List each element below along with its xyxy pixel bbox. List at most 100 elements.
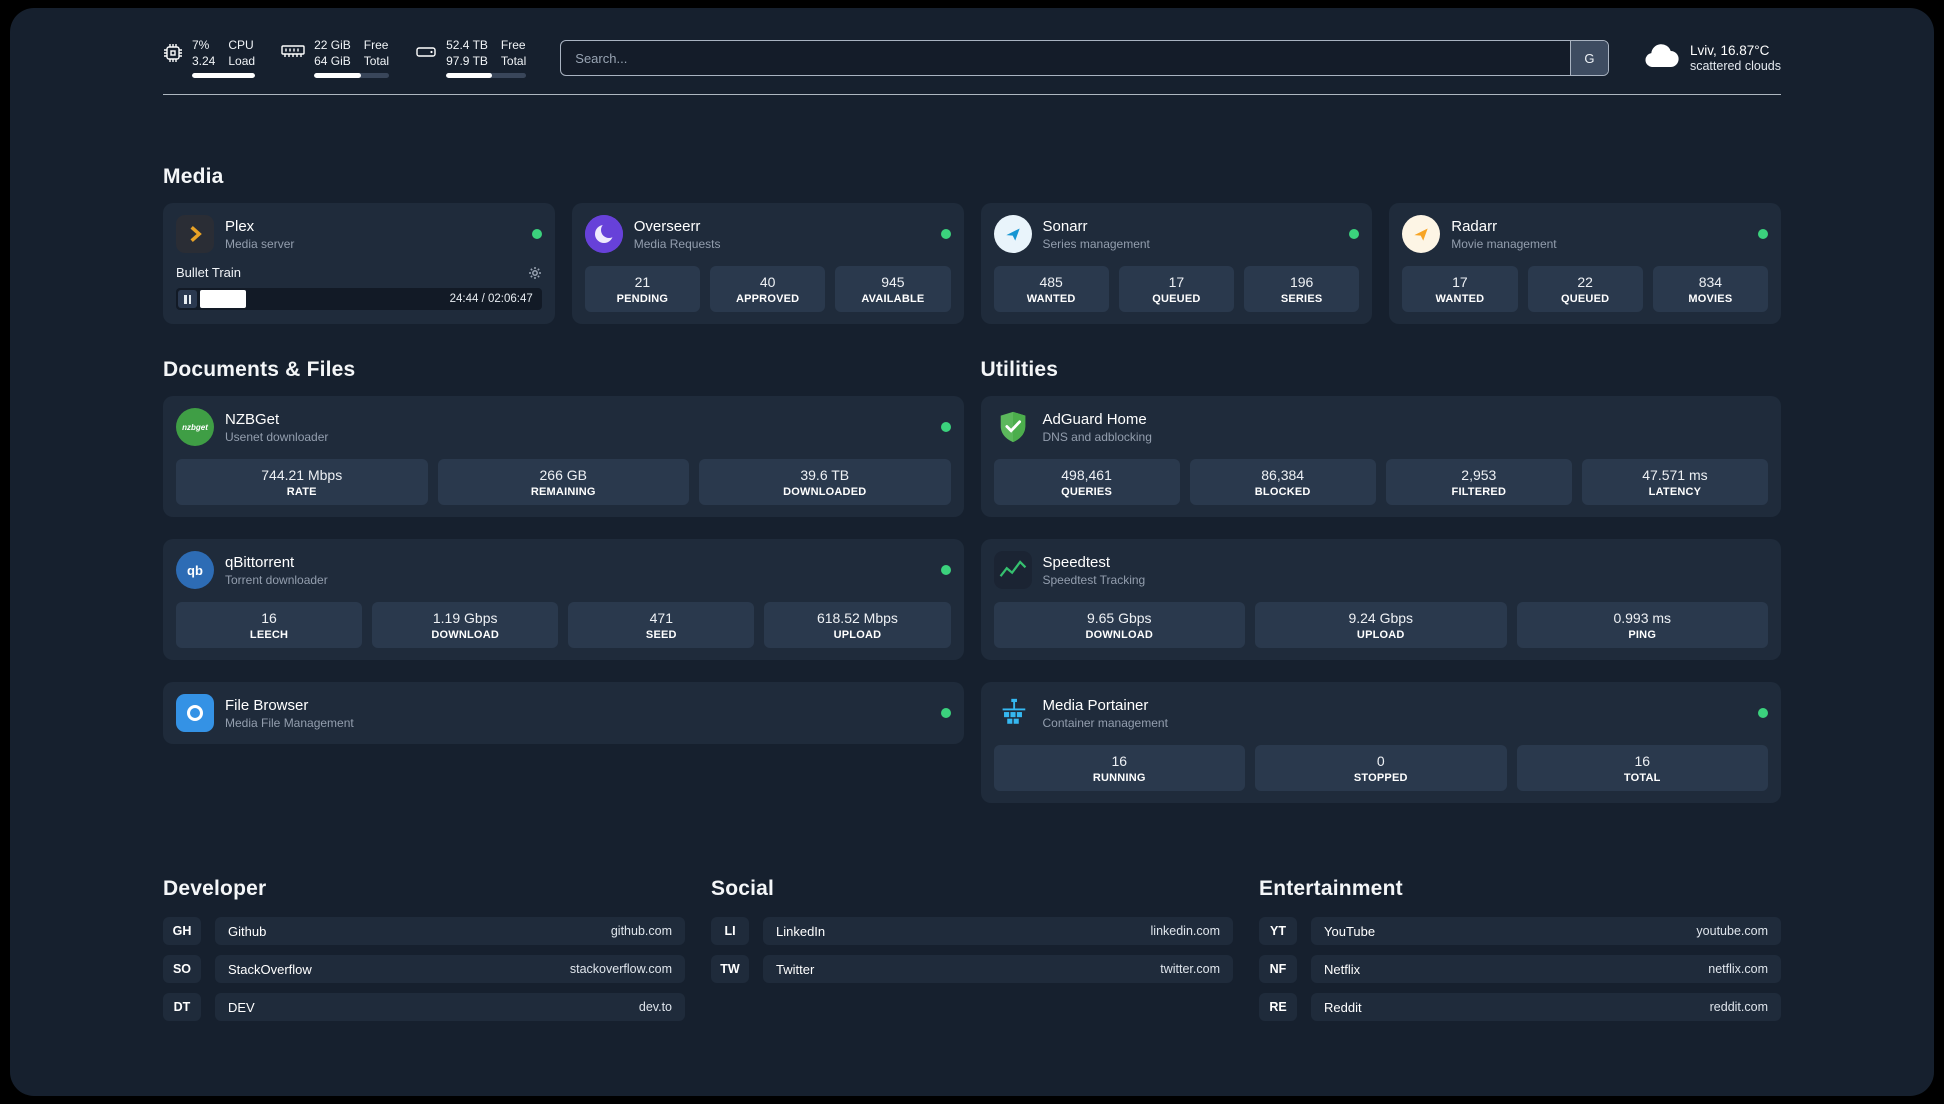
ram-free-label: Free bbox=[363, 38, 389, 52]
seek-bar[interactable] bbox=[200, 290, 443, 309]
search-input[interactable] bbox=[561, 41, 1570, 76]
netflix-icon[interactable]: NF bbox=[1259, 955, 1297, 984]
link-row-netflix: NF Netflix netflix.com bbox=[1259, 955, 1781, 984]
status-online-dot bbox=[940, 708, 951, 719]
link-row-github: GH Github github.com bbox=[163, 917, 685, 946]
disk-total-value: 97.9 TB bbox=[446, 53, 488, 68]
link-youtube[interactable]: YouTube youtube.com bbox=[1311, 917, 1781, 946]
github-icon[interactable]: GH bbox=[163, 917, 201, 946]
stat-tile: 744.21 Mbps RATE bbox=[176, 459, 428, 506]
app-card-portainer[interactable]: Media Portainer Container management 16 R… bbox=[980, 682, 1781, 804]
stat-tile: 40 APPROVED bbox=[710, 266, 826, 313]
stat-tile: 2,953 FILTERED bbox=[1385, 459, 1572, 506]
app-subtitle: DNS and adblocking bbox=[1042, 429, 1152, 444]
dev-icon[interactable]: DT bbox=[163, 993, 201, 1022]
playback-bar: 24:44 / 02:06:47 bbox=[176, 288, 542, 311]
gear-icon[interactable] bbox=[528, 266, 542, 280]
app-card-adguard[interactable]: AdGuard Home DNS and adblocking 498,461 Q… bbox=[980, 396, 1781, 518]
qbittorrent-icon: qb bbox=[176, 551, 214, 590]
weather-widget[interactable]: Lviv, 16.87°C scattered clouds bbox=[1643, 42, 1781, 74]
link-netflix[interactable]: Netflix netflix.com bbox=[1311, 955, 1781, 984]
section-title-documents: Documents & Files bbox=[163, 358, 356, 382]
app-card-filebrowser[interactable]: File Browser Media File Management bbox=[163, 682, 964, 745]
playback-time: 24:44 / 02:06:47 bbox=[449, 293, 533, 306]
link-row-twitter: TW Twitter twitter.com bbox=[711, 955, 1233, 984]
link-dev[interactable]: DEV dev.to bbox=[215, 993, 685, 1022]
stat-tile: 9.65 Gbps DOWNLOAD bbox=[993, 602, 1245, 649]
app-card-sonarr[interactable]: Sonarr Series management 485 WANTED 17 QUE… bbox=[980, 203, 1373, 325]
section-title-media: Media bbox=[163, 165, 224, 189]
app-card-qbittorrent[interactable]: qb qBittorrent Torrent downloader 16 LEEC… bbox=[163, 539, 964, 661]
stat-tile: 834 MOVIES bbox=[1652, 266, 1768, 313]
app-subtitle: Torrent downloader bbox=[225, 572, 328, 587]
stat-tile: 47.571 ms LATENCY bbox=[1581, 459, 1768, 506]
app-subtitle: Usenet downloader bbox=[225, 429, 329, 444]
ram-progress-bar bbox=[314, 73, 390, 79]
weather-location: Lviv, 16.87°C bbox=[1689, 43, 1770, 59]
stat-tile: 0 STOPPED bbox=[1255, 745, 1507, 792]
link-row-reddit: RE Reddit reddit.com bbox=[1259, 993, 1781, 1022]
app-card-nzbget[interactable]: nzbget NZBGet Usenet downloader 744.21 M… bbox=[163, 396, 964, 518]
section-title-social: Social bbox=[711, 877, 775, 901]
app-subtitle: Container management bbox=[1042, 715, 1168, 730]
disk-total-label: Total bbox=[500, 53, 527, 68]
disk-progress-bar bbox=[446, 73, 527, 79]
youtube-icon[interactable]: YT bbox=[1259, 917, 1297, 946]
stackoverflow-icon[interactable]: SO bbox=[163, 955, 201, 984]
app-card-radarr[interactable]: Radarr Movie management 17 WANTED 22 QUEUE… bbox=[1389, 203, 1781, 325]
app-title: AdGuard Home bbox=[1042, 410, 1147, 428]
cpu-load-value: 3.24 bbox=[192, 53, 216, 68]
now-playing-title: Bullet Train bbox=[176, 265, 242, 281]
app-title: Radarr bbox=[1451, 217, 1498, 235]
overseerr-icon bbox=[584, 215, 623, 254]
disk-free-value: 52.4 TB bbox=[446, 38, 488, 52]
cpu-progress-bar bbox=[192, 73, 256, 79]
link-stackoverflow[interactable]: StackOverflow stackoverflow.com bbox=[215, 955, 685, 984]
twitter-icon[interactable]: TW bbox=[711, 955, 749, 984]
ram-icon bbox=[281, 43, 305, 60]
stat-tile: 21 PENDING bbox=[584, 266, 700, 313]
filebrowser-icon bbox=[176, 694, 214, 733]
topbar: 7% 3.24 CPU Load bbox=[163, 38, 1781, 79]
ram-metric: 22 GiB 64 GiB Free Total bbox=[281, 38, 390, 79]
stat-tile: 16 LEECH bbox=[176, 602, 363, 649]
app-title: qBittorrent bbox=[225, 553, 295, 571]
stat-tile: 16 TOTAL bbox=[1516, 745, 1768, 792]
app-title: File Browser bbox=[225, 696, 309, 714]
app-card-overseerr[interactable]: Overseerr Media Requests 21 PENDING 40 APP… bbox=[571, 203, 964, 325]
link-row-linkedin: LI LinkedIn linkedin.com bbox=[711, 917, 1233, 946]
reddit-icon[interactable]: RE bbox=[1259, 993, 1297, 1022]
stat-tile: 945 AVAILABLE bbox=[835, 266, 951, 313]
app-card-speedtest[interactable]: Speedtest Speedtest Tracking 9.65 Gbps DO… bbox=[980, 539, 1781, 661]
status-online-dot bbox=[940, 229, 951, 240]
app-subtitle: Media File Management bbox=[225, 715, 354, 730]
cpu-usage-value: 7% bbox=[192, 38, 210, 52]
status-online-dot bbox=[1758, 229, 1768, 240]
app-card-plex[interactable]: Plex Media server Bullet Train bbox=[163, 203, 555, 325]
cloud-icon bbox=[1643, 42, 1679, 74]
portainer-icon bbox=[994, 694, 1032, 732]
linkedin-icon[interactable]: LI bbox=[711, 917, 749, 946]
search-engine-button[interactable]: G bbox=[1569, 41, 1608, 76]
link-reddit[interactable]: Reddit reddit.com bbox=[1311, 993, 1781, 1022]
stat-tile: 485 WANTED bbox=[993, 266, 1109, 313]
pause-button[interactable] bbox=[178, 290, 197, 309]
stat-tile: 39.6 TB DOWNLOADED bbox=[699, 459, 951, 506]
disk-metric: 52.4 TB 97.9 TB Free Total bbox=[415, 38, 527, 79]
cpu-load-label: Load bbox=[228, 53, 256, 68]
dashboard-page: 7% 3.24 CPU Load bbox=[10, 8, 1934, 1096]
link-row-youtube: YT YouTube youtube.com bbox=[1259, 917, 1781, 946]
stat-tile: 471 SEED bbox=[568, 602, 755, 649]
sonarr-icon bbox=[993, 215, 1032, 254]
stat-tile: 16 RUNNING bbox=[993, 745, 1245, 792]
link-twitter[interactable]: Twitter twitter.com bbox=[763, 955, 1233, 984]
disk-icon bbox=[415, 43, 437, 61]
stat-tile: 17 QUEUED bbox=[1118, 266, 1234, 313]
section-title-utilities: Utilities bbox=[980, 358, 1059, 382]
status-online-dot bbox=[940, 422, 951, 433]
cpu-label: CPU bbox=[228, 38, 254, 52]
link-github[interactable]: Github github.com bbox=[215, 917, 685, 946]
link-linkedin[interactable]: LinkedIn linkedin.com bbox=[763, 917, 1233, 946]
topbar-divider bbox=[163, 94, 1781, 96]
disk-free-label: Free bbox=[500, 38, 526, 52]
